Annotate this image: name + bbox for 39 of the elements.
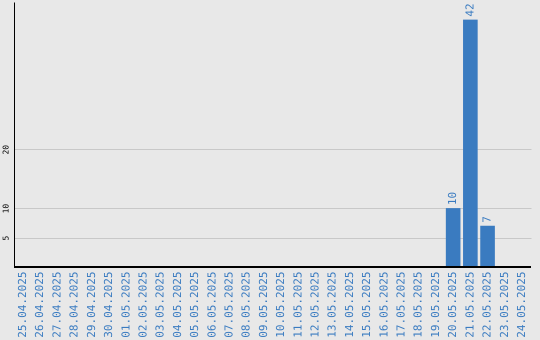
x-tick-label: 06.05.2025 — [205, 272, 218, 338]
x-tick-label: 29.04.2025 — [84, 272, 98, 338]
bar — [463, 20, 478, 267]
x-tick-label: 01.05.2025 — [119, 272, 132, 338]
x-tick-label: 15.05.2025 — [360, 272, 374, 338]
x-tick-label: 14.05.2025 — [342, 272, 356, 338]
bar — [446, 208, 460, 267]
x-tick-label: 25.04.2025 — [16, 272, 30, 338]
x-tick-label: 10.05.2025 — [274, 272, 288, 338]
x-tick-label: 02.05.2025 — [136, 272, 150, 338]
x-tick-label: 03.05.2025 — [154, 272, 167, 338]
x-tick-label: 30.04.2025 — [102, 272, 116, 338]
data-label: 7 — [480, 216, 494, 223]
x-tick-label: 11.05.2025 — [291, 272, 304, 338]
x-tick-label: 22.05.2025 — [480, 272, 494, 338]
x-tick-label: 13.05.2025 — [326, 272, 339, 338]
x-tick-label: 16.05.2025 — [377, 272, 390, 338]
y-tick-label: 20 — [2, 144, 10, 155]
x-tick-label: 18.05.2025 — [412, 272, 425, 338]
x-tick-label: 21.05.2025 — [463, 272, 476, 338]
x-tick-label: 24.05.2025 — [514, 272, 528, 338]
bar — [480, 226, 495, 267]
x-tick-label: 05.05.2025 — [188, 272, 202, 338]
x-tick-label: 12.05.2025 — [308, 272, 322, 338]
y-tick-label: 10 — [2, 204, 10, 214]
x-tick-label: 28.04.2025 — [68, 272, 81, 338]
x-tick-label: 23.05.2025 — [498, 272, 511, 338]
y-tick-label: 5 — [2, 235, 10, 240]
x-tick-label: 08.05.2025 — [240, 272, 253, 338]
x-tick-label: 26.04.2025 — [33, 272, 46, 338]
x-tick-label: 19.05.2025 — [428, 272, 442, 338]
data-label: 42 — [463, 3, 476, 17]
x-tick-label: 04.05.2025 — [170, 272, 184, 338]
x-tick-label: 27.04.2025 — [50, 272, 64, 338]
x-tick-label: 09.05.2025 — [256, 272, 270, 338]
x-tick-label: 07.05.2025 — [222, 272, 236, 338]
x-tick-label: 20.05.2025 — [446, 272, 460, 338]
data-label: 10 — [446, 192, 460, 206]
x-tick-label: 17.05.2025 — [394, 272, 408, 338]
